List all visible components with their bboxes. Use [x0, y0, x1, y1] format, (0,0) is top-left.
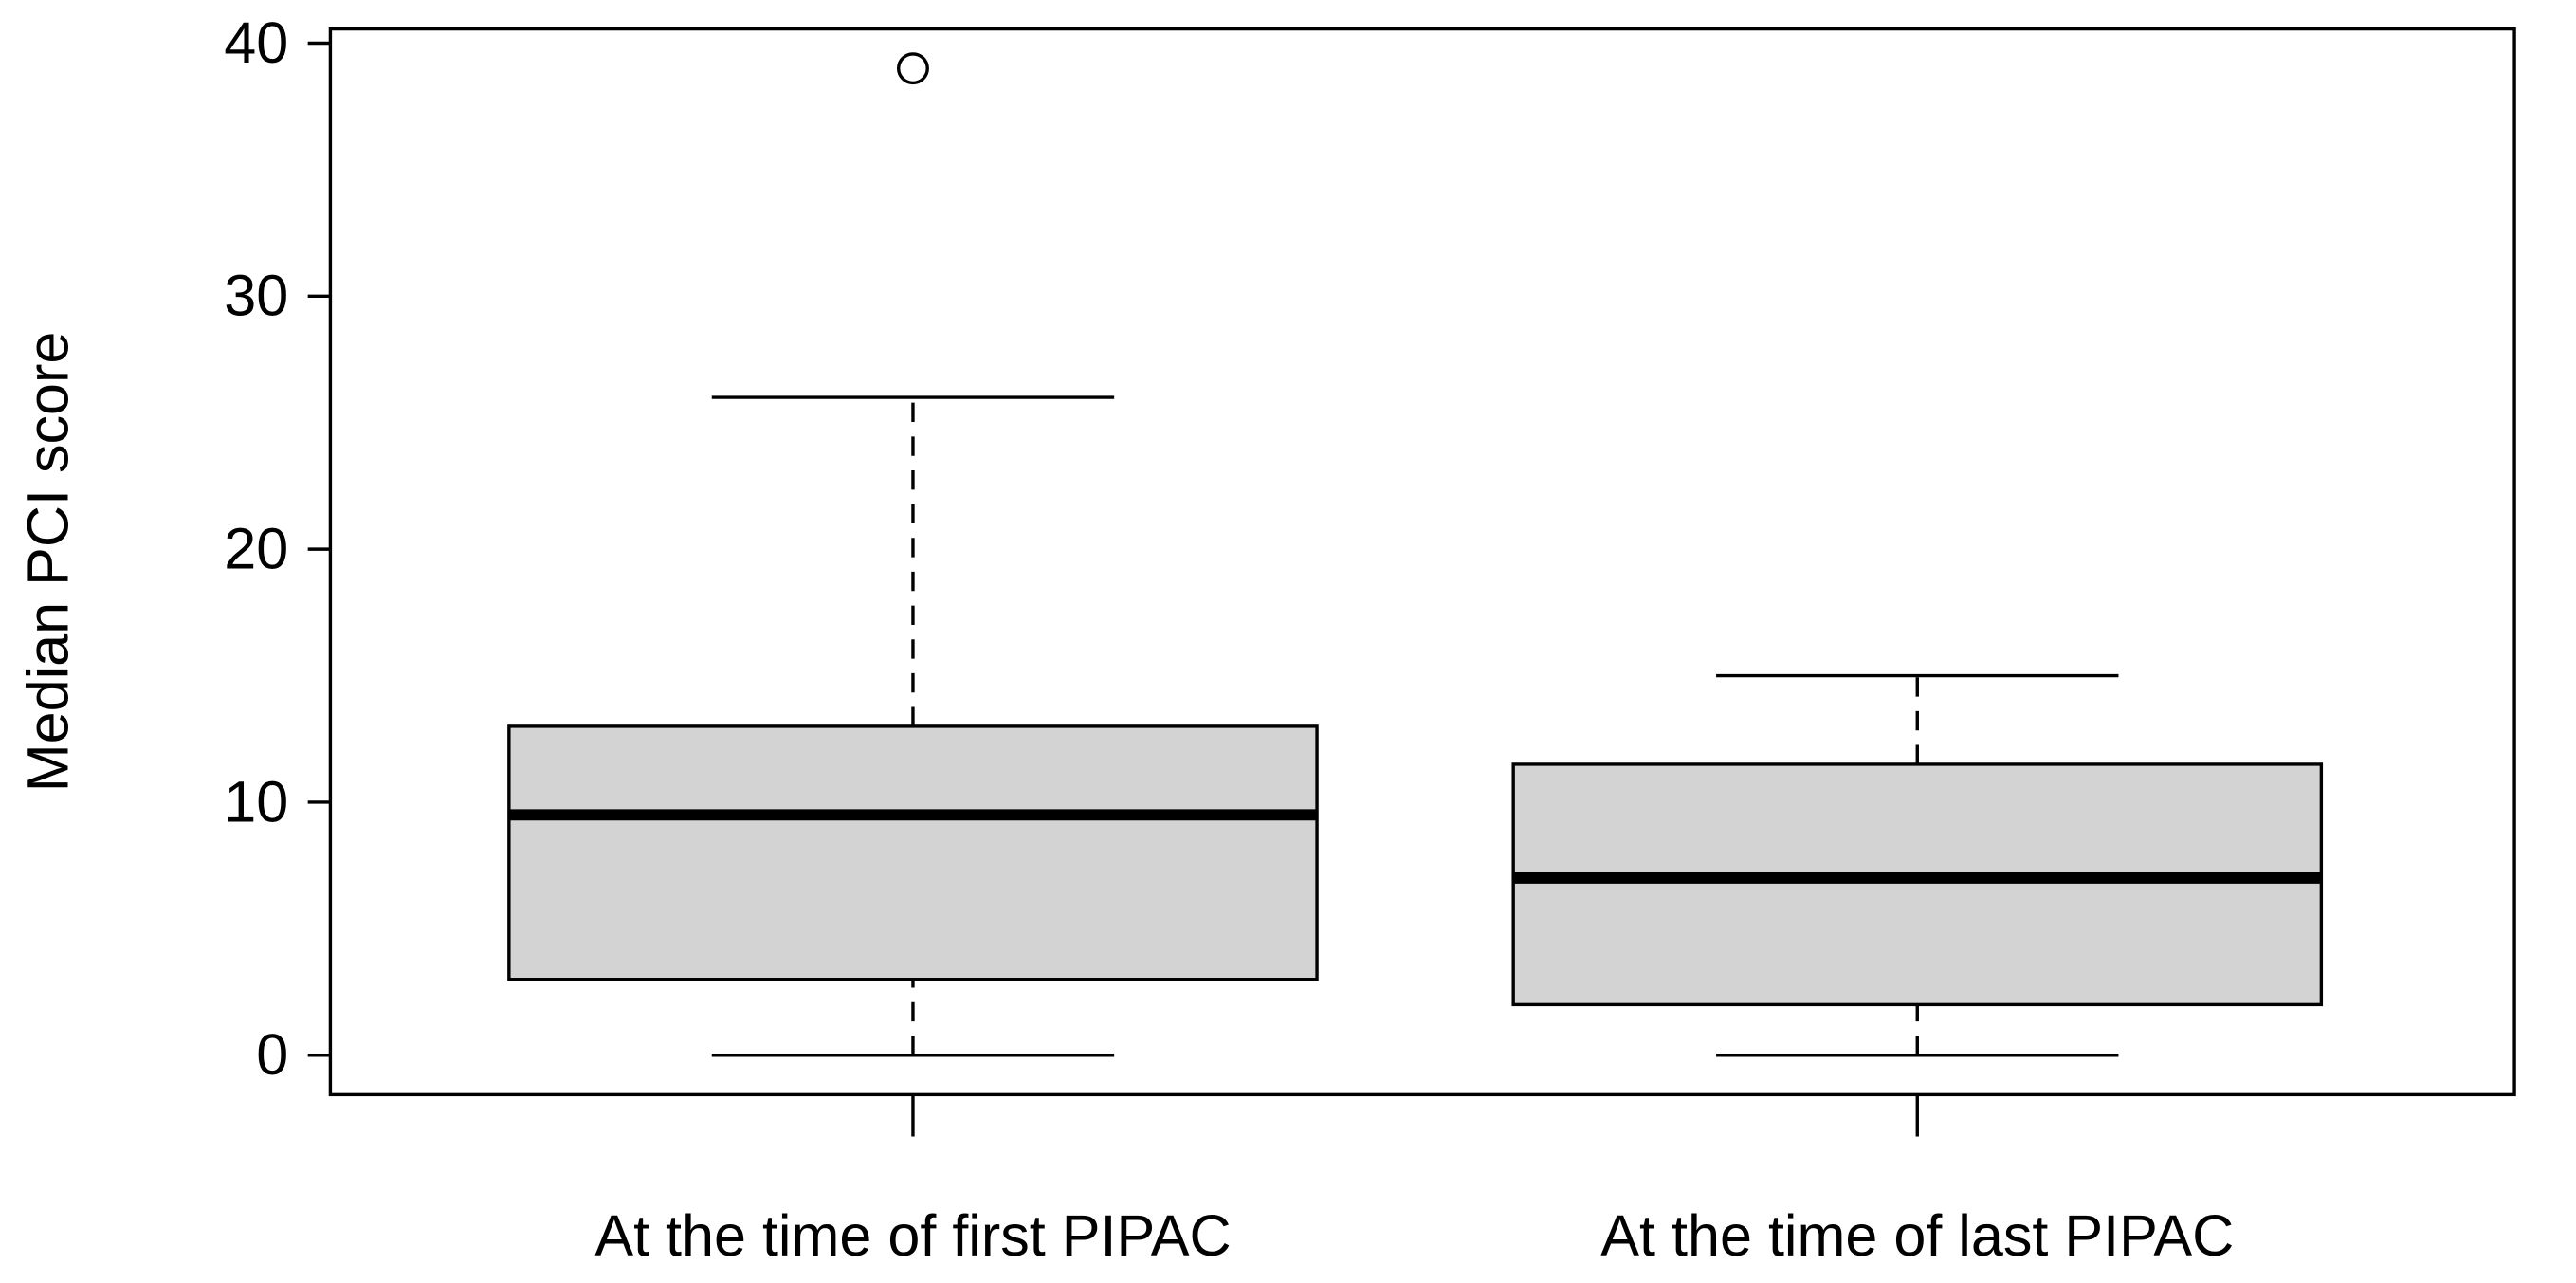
- box: [507, 724, 1319, 981]
- y-tick-label: 30: [224, 264, 288, 328]
- outlier: [896, 52, 929, 85]
- x-tick-label: At the time of last PIPAC: [1600, 1203, 2234, 1268]
- y-tick-label: 20: [224, 516, 288, 580]
- y-tick-label: 40: [224, 10, 288, 75]
- y-tick-label: 10: [224, 769, 288, 834]
- x-tick-label: At the time of first PIPAC: [594, 1203, 1231, 1268]
- y-axis-label: Median PCI score: [16, 332, 81, 793]
- box: [1511, 762, 2324, 1007]
- plot-frame: [328, 27, 2516, 1097]
- y-tick-label: 0: [256, 1022, 288, 1087]
